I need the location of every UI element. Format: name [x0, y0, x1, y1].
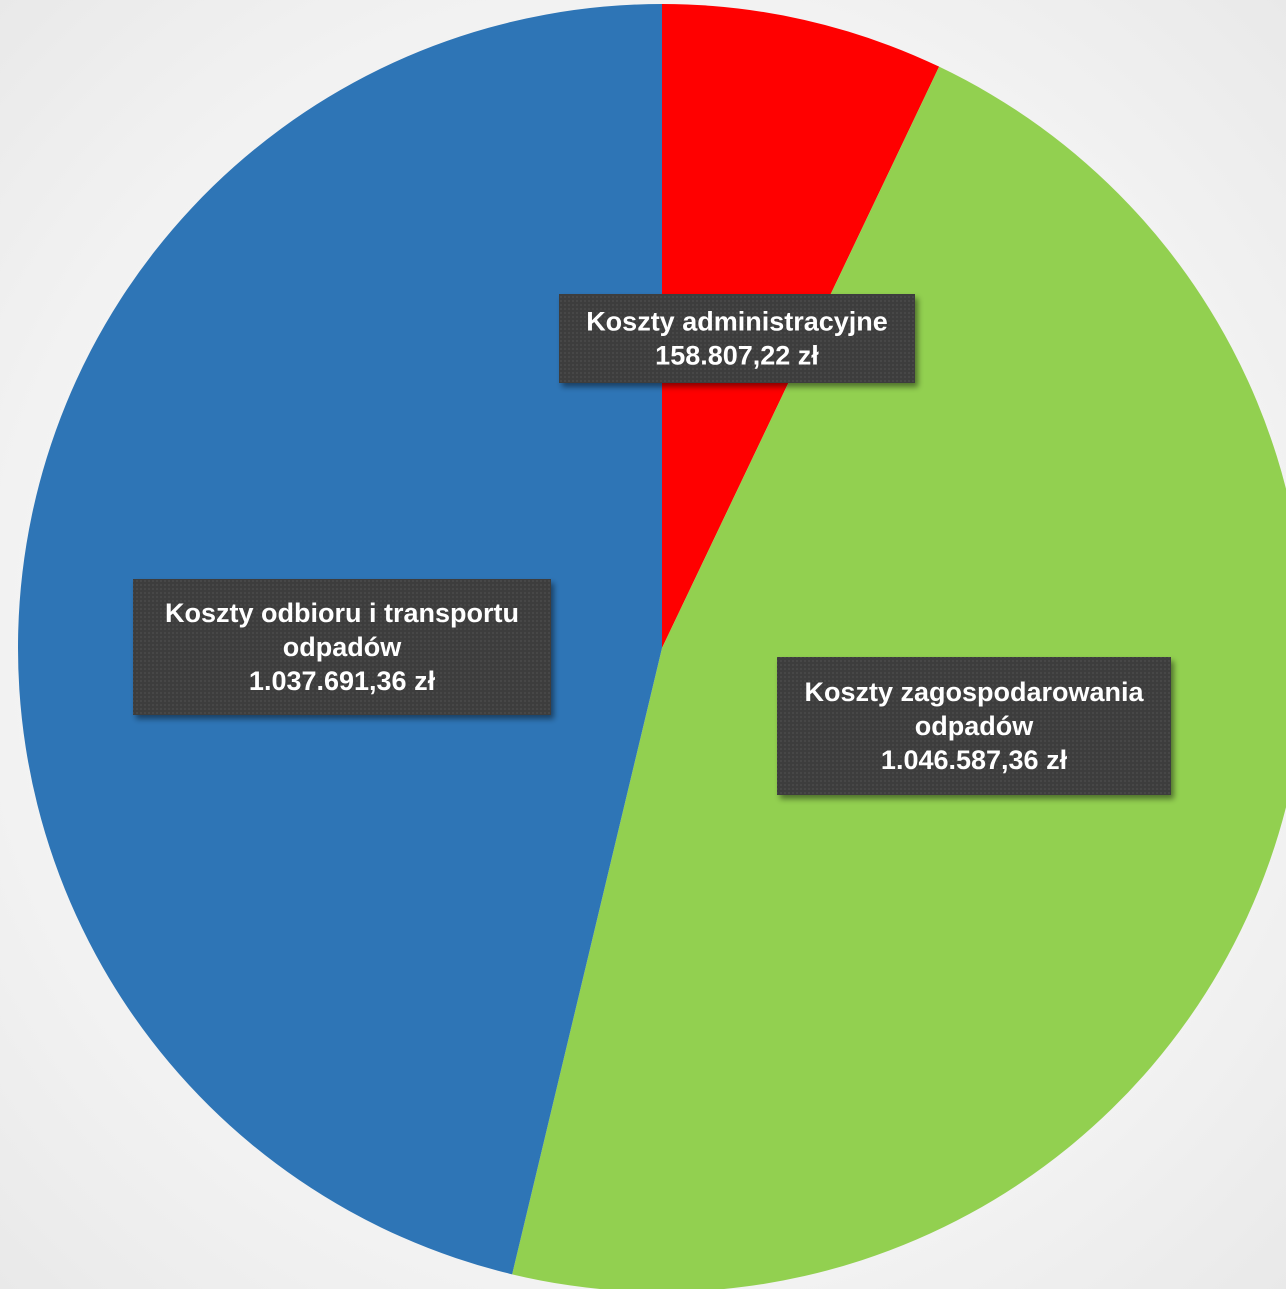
- data-label-box: [777, 657, 1171, 795]
- data-label-value: 1.037.691,36 zł: [249, 666, 436, 696]
- data-label-category: Koszty odbioru i transportu: [165, 598, 519, 628]
- data-label-zagospodarowania: Koszty zagospodarowania odpadów 1.046.587,…: [777, 657, 1171, 795]
- data-label-odbioru-transport: Koszty odbioru i transportu odpadów 1.037.…: [133, 579, 551, 715]
- data-label-value: 1.046.587,36 zł: [881, 745, 1068, 775]
- data-label-category: Koszty administracyjne: [586, 307, 888, 337]
- data-label-administracyjne: Koszty administracyjne 158.807,22 zł: [559, 294, 915, 383]
- data-label-box: [559, 294, 915, 383]
- data-label-value: 158.807,22 zł: [655, 341, 819, 371]
- data-label-category: Koszty zagospodarowania: [804, 677, 1144, 707]
- data-label-category: odpadów: [915, 711, 1034, 741]
- data-label-category: odpadów: [283, 632, 402, 662]
- data-label-box: [133, 579, 551, 715]
